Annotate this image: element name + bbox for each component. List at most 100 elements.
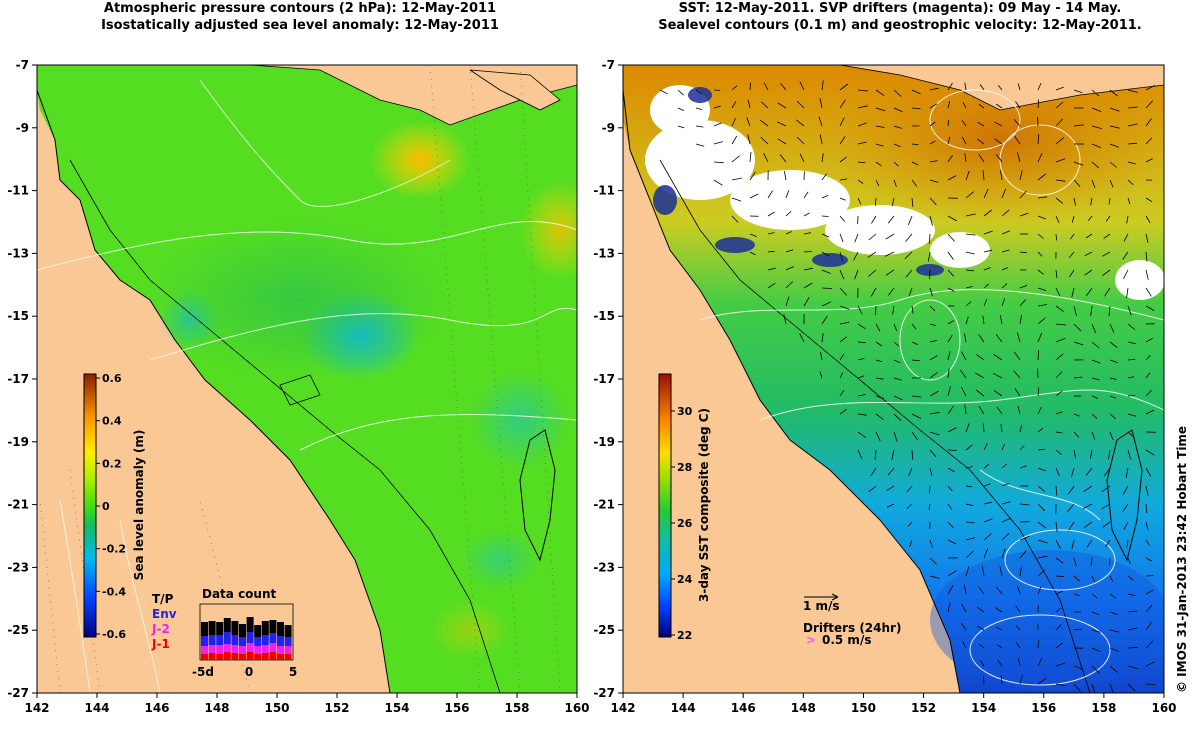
velocity-arrow bbox=[888, 287, 895, 296]
velocity-arrow bbox=[1145, 158, 1153, 163]
velocity-arrow bbox=[1055, 197, 1064, 204]
velocity-arrow bbox=[1091, 683, 1096, 693]
velocity-arrow bbox=[839, 353, 845, 361]
data-count-bar-segment bbox=[201, 636, 208, 646]
velocity-arrow bbox=[1109, 611, 1119, 616]
velocity-arrow bbox=[731, 155, 740, 163]
velocity-arrow bbox=[1127, 557, 1131, 565]
velocity-arrow bbox=[1103, 233, 1111, 239]
velocity-arrow bbox=[886, 485, 895, 491]
velocity-arrow bbox=[965, 444, 973, 451]
velocity-arrow bbox=[1145, 521, 1149, 530]
velocity-arrow bbox=[995, 626, 1003, 631]
velocity-arrow bbox=[947, 539, 956, 545]
velocity-arrow bbox=[1055, 642, 1063, 649]
velocity-arrow bbox=[785, 266, 794, 271]
velocity-arrow bbox=[1127, 665, 1138, 670]
velocity-arrow bbox=[1019, 535, 1030, 541]
velocity-arrow bbox=[1109, 683, 1114, 693]
left-map-title: Atmospheric pressure contours (2 hPa): 1… bbox=[0, 0, 600, 34]
velocity-arrow bbox=[911, 305, 914, 314]
velocity-arrow bbox=[731, 177, 742, 181]
velocity-arrow bbox=[1037, 196, 1048, 199]
velocity-arrow bbox=[1127, 106, 1138, 109]
velocity-arrow bbox=[1037, 485, 1046, 493]
velocity-arrow bbox=[1055, 485, 1058, 496]
velocity-arrow bbox=[947, 287, 955, 292]
velocity-arrow bbox=[870, 467, 877, 477]
velocity-arrow bbox=[1090, 305, 1093, 316]
velocity-arrow bbox=[893, 431, 898, 442]
pressure-contour-3 bbox=[299, 413, 577, 451]
velocity-arrow bbox=[1055, 411, 1063, 415]
left-title-line-1: Atmospheric pressure contours (2 hPa): 1… bbox=[103, 1, 497, 16]
velocity-arrow bbox=[1091, 647, 1101, 653]
data-count-bar-segment bbox=[223, 652, 231, 660]
velocity-arrow bbox=[929, 372, 938, 379]
data-count-bar-segment bbox=[277, 654, 284, 660]
velocity-arrow bbox=[906, 503, 913, 510]
velocity-arrow bbox=[887, 215, 895, 224]
velocity-arrow bbox=[803, 282, 813, 289]
velocity-arrow bbox=[875, 125, 885, 128]
velocity-arrow bbox=[677, 107, 685, 111]
velocity-arrow bbox=[868, 233, 877, 241]
velocity-arrow bbox=[929, 539, 933, 548]
velocity-arrow bbox=[1055, 118, 1063, 127]
velocity-arrow bbox=[964, 333, 967, 343]
lon-tick-label: 160 bbox=[564, 701, 589, 715]
velocity-arrow bbox=[893, 161, 899, 167]
velocity-arrow bbox=[1127, 610, 1137, 613]
velocity-arrow bbox=[1055, 539, 1061, 549]
velocity-arrow bbox=[839, 83, 849, 91]
velocity-arrow bbox=[947, 467, 955, 473]
velocity-arrow bbox=[976, 138, 985, 145]
velocity-arrow bbox=[1091, 341, 1100, 349]
velocity-arrow bbox=[1037, 233, 1044, 239]
velocity-arrow bbox=[1091, 107, 1102, 112]
velocity-arrow bbox=[767, 267, 776, 271]
velocity-arrow bbox=[1145, 233, 1149, 243]
pressure-contour-2 bbox=[149, 307, 577, 361]
velocity-arrow bbox=[994, 121, 1003, 127]
velocity-arrow bbox=[927, 251, 931, 262]
velocity-arrow bbox=[857, 305, 863, 315]
velocity-arrow bbox=[1037, 251, 1043, 257]
velocity-arrow bbox=[1019, 299, 1027, 307]
velocity-arrow bbox=[839, 336, 847, 343]
velocity-arrow bbox=[796, 100, 805, 109]
velocity-arrow bbox=[965, 503, 974, 507]
velocity-arrow bbox=[1068, 485, 1075, 495]
velocity-arrow bbox=[947, 449, 957, 451]
velocity-arrow bbox=[1055, 575, 1065, 578]
velocity-arrow bbox=[962, 102, 967, 109]
velocity-arrow bbox=[821, 269, 831, 274]
sst-colorbar-gradient bbox=[658, 373, 672, 638]
drifter-legend-symbol: > bbox=[806, 633, 816, 647]
velocity-arrow bbox=[839, 117, 845, 127]
velocity-arrow bbox=[1126, 215, 1129, 224]
velocity-arrow bbox=[983, 463, 990, 469]
velocity-arrow bbox=[875, 395, 885, 399]
velocity-arrow bbox=[839, 389, 845, 397]
copyright-text: © IMOS 31-Jan-2013 23:42 Hobart Time bbox=[1175, 426, 1189, 693]
velocity-arrow bbox=[1084, 269, 1093, 276]
velocity-arrow bbox=[1019, 170, 1023, 181]
velocity-arrow bbox=[819, 371, 823, 379]
velocity-arrow bbox=[1037, 304, 1048, 307]
lat-tick-label: -15 bbox=[7, 309, 29, 323]
right-colorbar: 30 28 26 24 22 3-day SST composite (deg C) bbox=[658, 373, 711, 642]
velocity-arrow bbox=[785, 249, 794, 253]
velocity-arrow bbox=[1055, 287, 1061, 297]
velocity-arrow bbox=[731, 215, 739, 223]
velocity-arrow bbox=[713, 161, 724, 164]
velocity-arrow bbox=[1145, 269, 1149, 280]
velocity-arrow bbox=[796, 136, 805, 145]
velocity-arrow bbox=[785, 281, 793, 289]
velocity-arrow bbox=[1068, 251, 1075, 258]
lat-tick-label: -7 bbox=[16, 58, 29, 72]
velocity-arrow bbox=[1127, 646, 1138, 649]
velocity-arrow bbox=[975, 389, 985, 397]
velocity-arrow bbox=[839, 215, 846, 222]
velocity-arrow bbox=[994, 607, 1003, 613]
